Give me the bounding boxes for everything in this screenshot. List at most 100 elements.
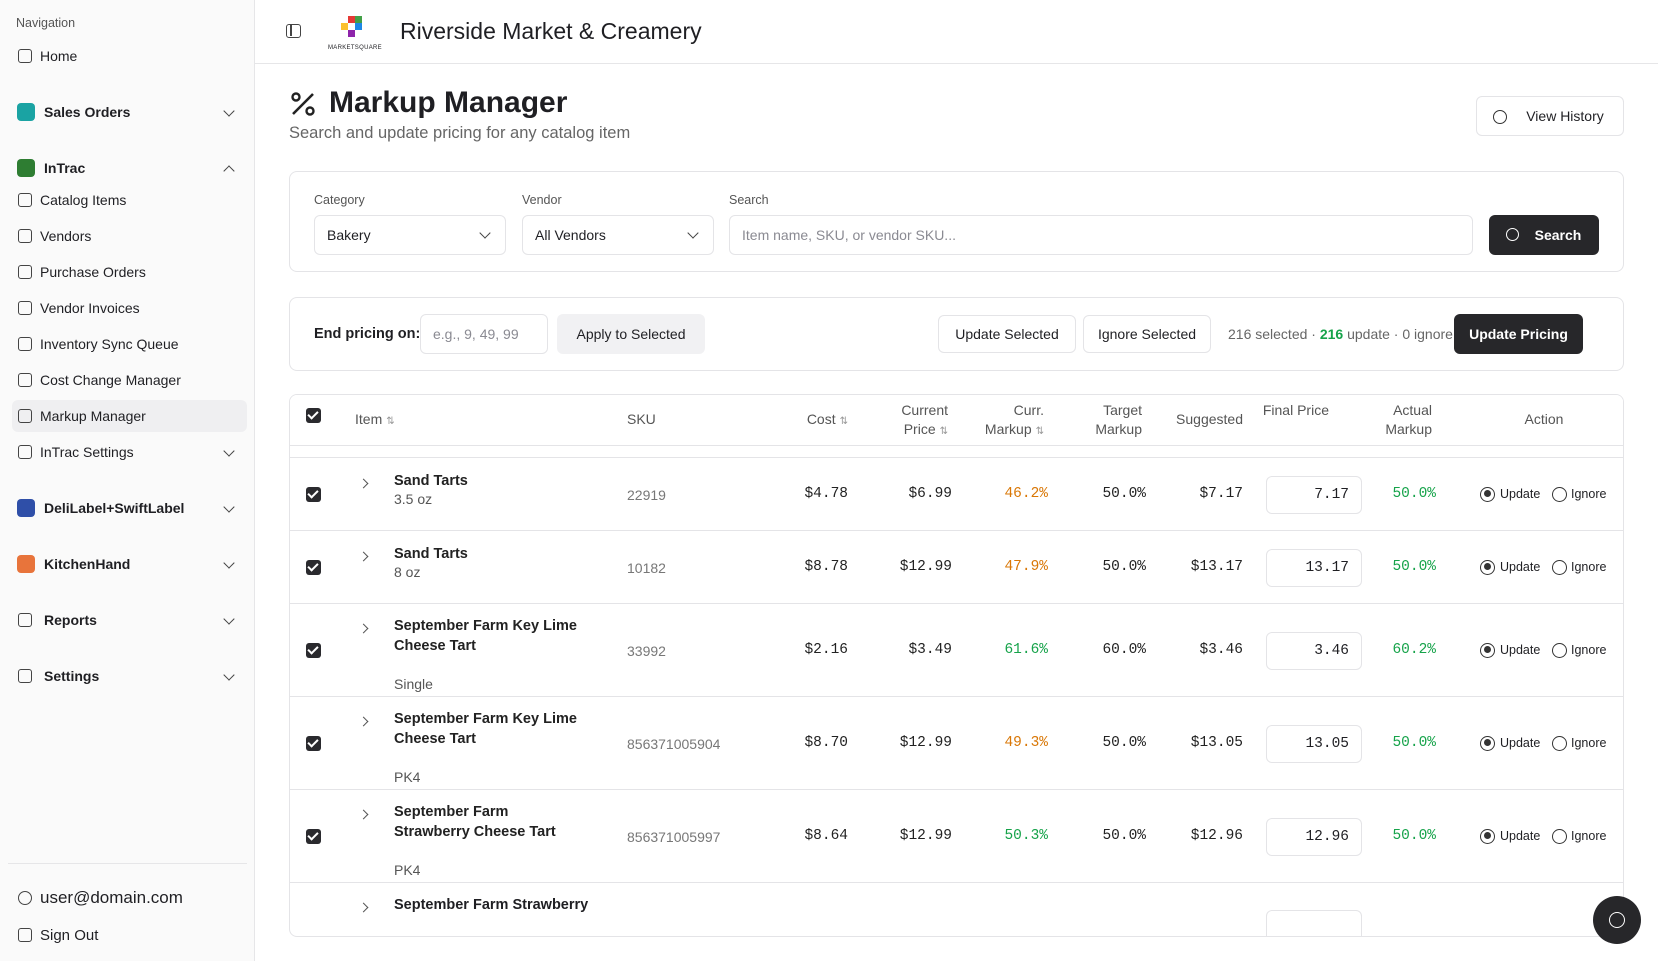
suggested: $3.46 bbox=[1199, 641, 1243, 658]
search-button[interactable]: Search bbox=[1489, 215, 1599, 255]
radio-label: Update bbox=[1500, 642, 1541, 657]
placeholder: Item name, SKU, or vendor SKU... bbox=[742, 227, 956, 243]
item-name: Sand Tarts bbox=[394, 546, 468, 562]
update-selected-button[interactable]: Update Selected bbox=[938, 315, 1076, 353]
chevron bbox=[223, 669, 235, 681]
nav-item[interactable]: Sales Orders bbox=[12, 96, 247, 128]
nav-item[interactable]: Sign Out bbox=[12, 919, 247, 951]
item-size: 8 oz bbox=[394, 564, 421, 580]
radio[interactable] bbox=[1552, 486, 1567, 502]
cost: $8.70 bbox=[804, 734, 848, 751]
radio-label: Ignore bbox=[1571, 735, 1607, 750]
row-checkbox[interactable] bbox=[306, 828, 321, 844]
suggested: $13.05 bbox=[1190, 734, 1243, 751]
nav-item[interactable]: Cost Change Manager bbox=[12, 364, 247, 396]
current: $12.99 bbox=[899, 827, 952, 844]
expand-chevron[interactable] bbox=[358, 623, 369, 634]
page-subtitle: Search and update pricing for any catalo… bbox=[289, 124, 631, 142]
ignore-selected-button[interactable]: Ignore Selected bbox=[1083, 315, 1211, 353]
app-icon bbox=[17, 103, 35, 121]
suggested: $13.17 bbox=[1190, 558, 1243, 575]
final-price-input[interactable]: 7.17 bbox=[1266, 475, 1362, 514]
column-header[interactable]: Item ⇅ bbox=[355, 411, 395, 427]
expand-chevron[interactable] bbox=[358, 902, 369, 913]
radio[interactable] bbox=[1552, 642, 1567, 658]
final-price-input[interactable]: 13.17 bbox=[1266, 548, 1362, 587]
radio[interactable] bbox=[1480, 735, 1495, 751]
icon bbox=[18, 445, 32, 459]
row-checkbox[interactable] bbox=[306, 642, 321, 658]
toolbar-card: End pricing on: e.g., 9, 49, 99 Apply to… bbox=[289, 297, 1624, 371]
expand-chevron[interactable] bbox=[358, 716, 369, 727]
radio[interactable] bbox=[1480, 486, 1495, 502]
actual: 50.0% bbox=[1392, 558, 1436, 575]
nav-item[interactable]: InTrac bbox=[12, 152, 247, 184]
end-pricing-input[interactable]: e.g., 9, 49, 99 bbox=[420, 314, 548, 354]
update-count: 216 bbox=[1319, 326, 1344, 342]
chevron bbox=[223, 445, 235, 457]
final-price-input[interactable] bbox=[1266, 910, 1362, 936]
label: Category bbox=[314, 193, 365, 207]
expand-chevron[interactable] bbox=[358, 809, 369, 820]
curr-markup: 61.6% bbox=[1004, 641, 1048, 658]
button-label: View History bbox=[1526, 108, 1604, 124]
nav-item[interactable]: Settings bbox=[12, 660, 247, 692]
icon bbox=[18, 229, 32, 243]
radio[interactable] bbox=[1552, 559, 1567, 575]
nav-item[interactable]: InTrac Settings bbox=[12, 436, 247, 468]
header: MARKETSQUARE Riverside Market & Creamery bbox=[255, 0, 1658, 64]
nav-item[interactable]: Markup Manager bbox=[12, 400, 247, 432]
nav-item[interactable]: Inventory Sync Queue bbox=[12, 328, 247, 360]
column-header[interactable]: Curr. Markup ⇅ bbox=[984, 402, 1044, 437]
icon bbox=[18, 337, 32, 351]
icon bbox=[18, 49, 32, 63]
sku: 10182 bbox=[627, 559, 666, 576]
nav-item[interactable]: Catalog Items bbox=[12, 184, 247, 216]
sort-icon: ⇅ bbox=[386, 416, 395, 427]
search-input[interactable]: Item name, SKU, or vendor SKU... bbox=[729, 215, 1473, 255]
nav-item[interactable]: Reports bbox=[12, 604, 247, 636]
help-button[interactable] bbox=[1593, 896, 1641, 944]
expand-chevron[interactable] bbox=[358, 478, 369, 489]
category-select[interactable]: Bakery bbox=[314, 215, 506, 255]
item-name: September Farm Strawberry bbox=[394, 897, 589, 913]
apply-button[interactable]: Apply to Selected bbox=[557, 314, 705, 354]
vendor-select[interactable]: All Vendors bbox=[522, 215, 714, 255]
curr-markup: 47.9% bbox=[1004, 558, 1048, 575]
radio[interactable] bbox=[1480, 642, 1495, 658]
radio-label: Update bbox=[1500, 735, 1541, 750]
nav-item[interactable]: Purchase Orders bbox=[12, 256, 247, 288]
nav-item[interactable]: KitchenHand bbox=[12, 548, 247, 580]
icon bbox=[18, 613, 32, 627]
final-price-input[interactable]: 13.05 bbox=[1266, 724, 1362, 763]
update-pricing-button[interactable]: Update Pricing bbox=[1454, 314, 1583, 354]
row-checkbox[interactable] bbox=[306, 559, 321, 575]
table-row: September Farm Strawberry Cheese Tart PK4… bbox=[290, 790, 1623, 883]
final-price-input[interactable]: 3.46 bbox=[1266, 631, 1362, 670]
radio[interactable] bbox=[1552, 735, 1567, 751]
nav-item[interactable]: DeliLabel+SwiftLabel bbox=[12, 492, 247, 524]
view-history-button[interactable]: View History bbox=[1476, 96, 1624, 136]
select-all-checkbox[interactable] bbox=[306, 408, 321, 423]
target: 50.0% bbox=[1102, 485, 1146, 502]
nav-item[interactable]: Vendor Invoices bbox=[12, 292, 247, 324]
radio[interactable] bbox=[1552, 828, 1567, 844]
item-name: Sand Tarts bbox=[394, 473, 468, 489]
label: Vendor bbox=[522, 193, 562, 207]
column-header[interactable]: Current Price ⇅ bbox=[901, 402, 948, 437]
expand-chevron[interactable] bbox=[358, 551, 369, 562]
selected-count: 216 selected · bbox=[1228, 326, 1316, 342]
nav-item[interactable]: Vendors bbox=[12, 220, 247, 252]
row-checkbox[interactable] bbox=[306, 735, 321, 751]
suggested: $7.17 bbox=[1199, 485, 1243, 502]
value: All Vendors bbox=[535, 227, 606, 243]
radio[interactable] bbox=[1480, 828, 1495, 844]
final-price-input[interactable]: 12.96 bbox=[1266, 817, 1362, 856]
column-header[interactable]: Cost ⇅ bbox=[806, 411, 848, 427]
nav-item[interactable]: Home bbox=[12, 40, 247, 72]
sidebar-toggle[interactable] bbox=[286, 24, 301, 38]
row-checkbox[interactable] bbox=[306, 486, 321, 502]
icon bbox=[18, 373, 32, 387]
radio[interactable] bbox=[1480, 559, 1495, 575]
